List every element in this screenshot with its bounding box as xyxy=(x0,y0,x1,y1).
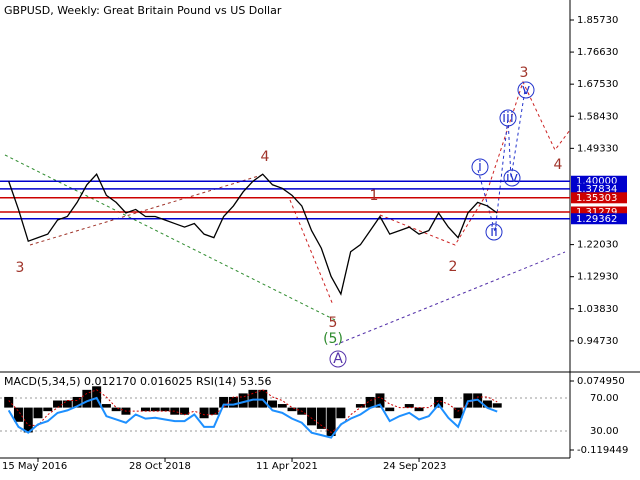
macd-bar xyxy=(160,407,170,412)
macd-bar xyxy=(404,404,414,408)
x-tick-label: 28 Oct 2018 xyxy=(129,461,191,472)
trend-line xyxy=(29,174,263,246)
macd-bar xyxy=(199,407,209,419)
y-tick-label: 1.76630 xyxy=(577,47,618,58)
macd-bar xyxy=(101,404,111,408)
macd-bar xyxy=(62,400,72,408)
x-tick-label: 11 Apr 2021 xyxy=(256,461,318,472)
wave-line xyxy=(289,199,334,306)
macd-bar xyxy=(482,400,492,408)
y-tick-label: 0.074950 xyxy=(577,376,625,387)
macd-bar xyxy=(267,400,277,408)
wave-label: 3 xyxy=(16,260,25,276)
macd-bar xyxy=(111,407,121,412)
level-label-box xyxy=(571,192,627,204)
price-line xyxy=(8,173,498,296)
level-label: 1.29362 xyxy=(576,214,617,225)
macd-bar xyxy=(336,407,346,419)
wave-label: iii xyxy=(502,110,514,126)
wave-label: 3 xyxy=(520,65,529,81)
x-tick-label: 15 May 2016 xyxy=(2,461,67,472)
wave-label: v xyxy=(522,82,530,98)
wave-circle xyxy=(503,169,521,187)
y-tick-label: 1.03830 xyxy=(577,304,618,315)
wave-label: (5) xyxy=(323,331,343,347)
y-tick-label: 1.85730 xyxy=(577,15,618,26)
wave-circle xyxy=(471,158,489,176)
wave-label: 4 xyxy=(554,157,563,173)
trend-line xyxy=(334,251,566,346)
wave-label: 2 xyxy=(449,259,458,275)
macd-bar xyxy=(414,407,424,412)
wave-label: iv xyxy=(506,170,518,186)
macd-bar xyxy=(53,400,63,408)
macd-bar xyxy=(434,396,444,408)
forecast-line xyxy=(379,80,571,246)
macd-bar xyxy=(365,396,375,408)
y2-tick-label: 70.00 xyxy=(590,393,619,404)
macd-bar xyxy=(13,407,23,422)
y-tick-label: 0.94730 xyxy=(577,336,618,347)
macd-bar xyxy=(228,396,238,408)
signal-line xyxy=(8,389,498,434)
y-tick-label: -0.119449 xyxy=(577,445,628,456)
macd-bar xyxy=(385,407,395,412)
trend-line xyxy=(4,154,336,321)
level-label-box xyxy=(571,213,627,225)
wave-label: 5 xyxy=(329,315,338,331)
macd-bar xyxy=(23,407,33,433)
macd-bar xyxy=(180,407,190,415)
y-tick-label: 1.67530 xyxy=(577,79,618,90)
macd-bar xyxy=(492,403,502,408)
macd-bar xyxy=(316,407,326,429)
wave-circle xyxy=(485,223,503,241)
level-label-box xyxy=(571,175,627,187)
macd-bar xyxy=(355,404,365,408)
macd-bar xyxy=(277,404,287,408)
macd-bar xyxy=(43,407,53,412)
macd-bar xyxy=(219,396,229,408)
y-tick-label: 1.58430 xyxy=(577,111,618,122)
macd-bar xyxy=(150,407,160,412)
wave-label: 4 xyxy=(261,149,270,165)
wave-label: ii xyxy=(490,224,498,240)
level-label: 1.35303 xyxy=(576,193,617,204)
indicator-label: MACD(5,34,5) 0.012170 0.016025 RSI(14) 5… xyxy=(4,375,271,388)
y2-tick-label: 30.00 xyxy=(590,426,619,437)
x-tick-label: 24 Sep 2023 xyxy=(383,461,446,472)
macd-bar xyxy=(82,389,92,408)
y-tick-label: 1.22030 xyxy=(577,240,618,251)
macd-bar xyxy=(453,407,463,419)
y-tick-label: 1.49330 xyxy=(577,143,618,154)
level-label: 1.31279 xyxy=(576,207,617,218)
macd-bar xyxy=(238,393,248,408)
y-tick-label: 1.12930 xyxy=(577,272,618,283)
macd-bar xyxy=(307,407,317,426)
wave-circle xyxy=(499,109,517,127)
macd-bar xyxy=(326,407,336,436)
level-label-box xyxy=(571,206,627,218)
macd-bar xyxy=(140,407,150,412)
wave-circle xyxy=(517,81,535,99)
wave-label: i xyxy=(478,159,482,175)
chart-title: GBPUSD, Weekly: Great Britain Pound vs U… xyxy=(4,4,282,17)
level-label-box xyxy=(571,183,627,195)
macd-bar xyxy=(287,407,297,412)
macd-bar xyxy=(72,396,82,408)
wave-circle xyxy=(329,350,347,368)
level-label: 1.40000 xyxy=(576,176,617,187)
macd-bar xyxy=(375,393,385,408)
wave-label: 1 xyxy=(370,188,379,204)
rsi-line xyxy=(7,396,498,439)
level-label: 1.37834 xyxy=(576,184,617,195)
macd-bar xyxy=(4,396,14,408)
wave-label: A xyxy=(333,351,343,367)
macd-bar xyxy=(33,407,43,419)
macd-bar xyxy=(170,407,180,415)
macd-bar xyxy=(209,407,219,415)
